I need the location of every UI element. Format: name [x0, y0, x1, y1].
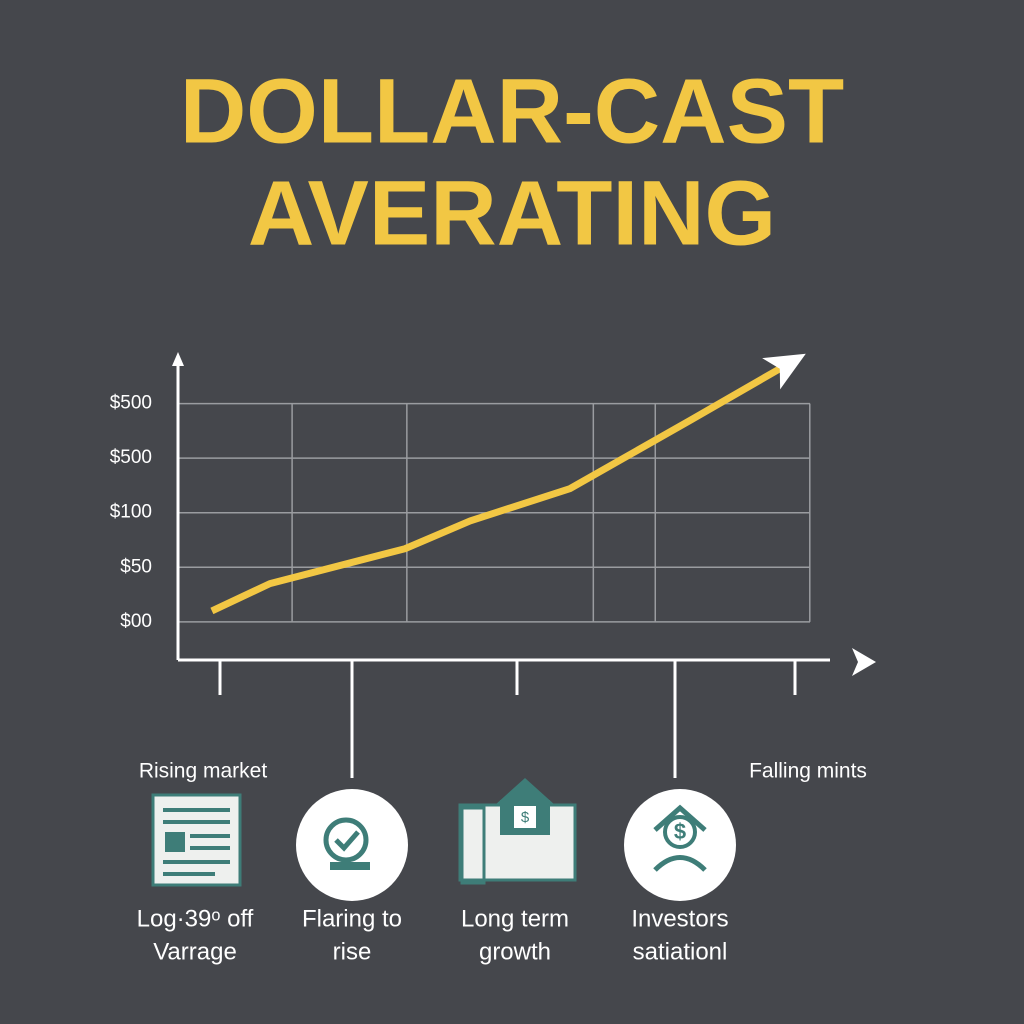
y-tick-label: $50 — [120, 556, 152, 577]
annotation: Rising market — [139, 760, 268, 783]
caption: Investors — [631, 905, 728, 932]
y-tick-label: $00 — [120, 611, 152, 632]
line-arrow — [762, 353, 806, 390]
y-tick-label: $500 — [110, 393, 152, 414]
icon-symbol: $ — [674, 819, 686, 844]
line — [210, 365, 782, 615]
document-icon — [151, 793, 242, 887]
dollar-icon: $ — [624, 789, 736, 901]
caption: growth — [479, 938, 551, 965]
check-icon — [296, 789, 408, 901]
title-line: AVERATING — [248, 162, 776, 264]
caption: Varrage — [153, 938, 237, 965]
caption: Flaring to — [302, 905, 402, 932]
connectors — [218, 660, 797, 778]
y-tick-label: $100 — [110, 502, 152, 523]
plot: $00 $50 $100 $500 $500 — [110, 353, 811, 632]
title-line: DOLLAR-CAST — [180, 60, 844, 162]
y-axis-arrow — [172, 352, 184, 366]
y-tick-label: $500 — [110, 447, 152, 468]
x-axis-arrow — [852, 648, 876, 676]
caption: satiationl — [633, 938, 728, 965]
icon-symbol: $ — [521, 809, 530, 826]
caption: Log·39ᵒ off — [137, 905, 254, 932]
annotation: Falling mints — [749, 760, 867, 783]
house-icon: $ — [458, 778, 577, 885]
caption: Long term — [461, 905, 569, 932]
caption: rise — [333, 938, 372, 965]
captions: Log·39ᵒ off Varrage Flaring to rise Long ter… — [137, 905, 729, 965]
